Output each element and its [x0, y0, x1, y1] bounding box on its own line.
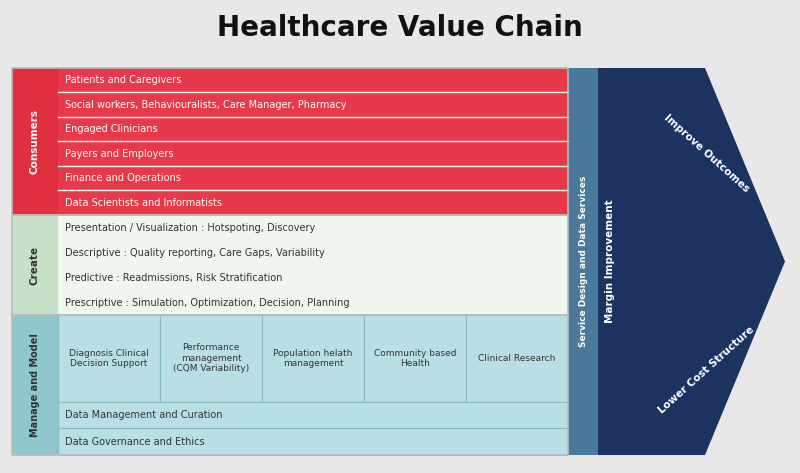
Text: Data Management and Curation: Data Management and Curation: [65, 410, 222, 420]
Text: Data Scientists and Informatists: Data Scientists and Informatists: [65, 198, 222, 208]
Text: Payers and Employers: Payers and Employers: [65, 149, 174, 159]
Bar: [58, 141, 568, 166]
Polygon shape: [598, 68, 785, 455]
Bar: [58, 68, 568, 93]
Bar: [58, 93, 568, 117]
Text: Margin Improvement: Margin Improvement: [605, 200, 615, 324]
Text: Service Design and Data Services: Service Design and Data Services: [578, 176, 587, 347]
Text: Prescriptive : Simulation, Optimization, Decision, Planning: Prescriptive : Simulation, Optimization,…: [65, 298, 350, 307]
Text: Diagnosis Clinical
Decision Support: Diagnosis Clinical Decision Support: [69, 349, 149, 368]
Bar: [58, 429, 568, 455]
Bar: [12, 215, 568, 315]
Bar: [58, 191, 568, 215]
Bar: [58, 117, 568, 141]
Bar: [12, 215, 58, 315]
Text: Create: Create: [30, 245, 40, 285]
Text: Community based
Health: Community based Health: [374, 349, 456, 368]
Bar: [12, 315, 568, 455]
Text: Manage and Model: Manage and Model: [30, 333, 40, 437]
Text: Population helath
management: Population helath management: [274, 349, 353, 368]
Text: Performance
management
(CQM Variability): Performance management (CQM Variability): [173, 343, 249, 373]
Bar: [58, 215, 568, 315]
Text: Clinical Research: Clinical Research: [478, 354, 556, 363]
Bar: [58, 315, 568, 455]
Text: Healthcare Value Chain: Healthcare Value Chain: [217, 14, 583, 42]
Bar: [364, 315, 466, 402]
Text: Descriptive : Quality reporting, Care Gaps, Variability: Descriptive : Quality reporting, Care Ga…: [65, 247, 325, 257]
Text: Consumers: Consumers: [30, 109, 40, 174]
Bar: [58, 315, 160, 402]
Bar: [12, 68, 58, 215]
Text: Data Governance and Ethics: Data Governance and Ethics: [65, 437, 205, 447]
Text: Social workers, Behaviouralists, Care Manager, Pharmacy: Social workers, Behaviouralists, Care Ma…: [65, 100, 346, 110]
Text: Finance and Operations: Finance and Operations: [65, 173, 181, 183]
Text: Improve Outcomes: Improve Outcomes: [662, 112, 751, 194]
Text: Predictive : Readmissions, Risk Stratification: Predictive : Readmissions, Risk Stratifi…: [65, 272, 282, 282]
Text: Presentation / Visualization : Hotspoting, Discovery: Presentation / Visualization : Hotspotin…: [65, 222, 315, 233]
Bar: [12, 315, 58, 455]
Bar: [12, 68, 568, 215]
Text: Engaged Clinicians: Engaged Clinicians: [65, 124, 158, 134]
Bar: [568, 68, 598, 455]
Text: Patients and Caregivers: Patients and Caregivers: [65, 75, 182, 85]
Bar: [160, 315, 262, 402]
Text: Lower Cost Structure: Lower Cost Structure: [657, 324, 756, 415]
Bar: [58, 402, 568, 429]
Bar: [262, 315, 364, 402]
Bar: [58, 166, 568, 191]
Bar: [466, 315, 568, 402]
